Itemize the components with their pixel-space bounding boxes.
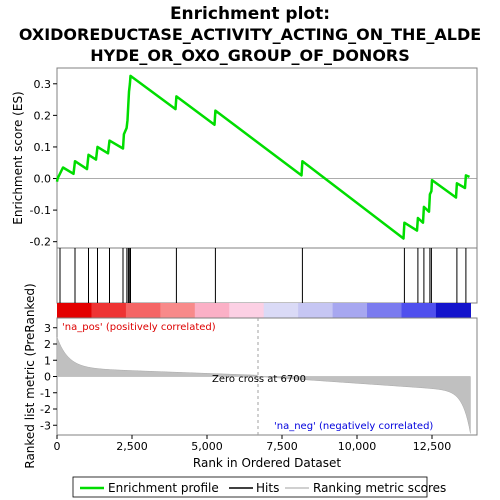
- chart-title-line1: Enrichment plot:: [170, 4, 330, 24]
- colour-bar-segment: [298, 303, 334, 318]
- rank-y-tick-label: -1: [40, 387, 51, 400]
- colour-bar-segment: [57, 303, 93, 318]
- es-y-tick-label: 0.1: [34, 141, 52, 154]
- es-y-tick-label: 0.2: [34, 109, 52, 122]
- colour-bar-segment: [229, 303, 265, 318]
- es-y-tick-label: -0.1: [30, 204, 51, 217]
- legend-ranking-label: Ranking metric scores: [313, 481, 446, 495]
- x-tick-label: 12,500: [413, 440, 452, 453]
- positive-correlation-label: 'na_pos' (positively correlated): [62, 322, 216, 333]
- legend-enrichment-label: Enrichment profile: [108, 481, 219, 495]
- rank-y-tick-label: -3: [40, 419, 51, 432]
- x-tick-label: 5,000: [191, 440, 223, 453]
- es-y-axis-label: Enrichment score (ES): [11, 91, 25, 224]
- x-axis-ticks: 0 2,500 5,000 7,500 10,000 12,500: [54, 435, 452, 453]
- legend-box: [72, 476, 428, 498]
- rank-y-axis-label: Ranked list metric (PreRanked): [23, 283, 37, 468]
- enrichment-profile-line: [55, 74, 470, 240]
- rank-colour-bar: [57, 303, 471, 318]
- colour-bar-segment: [263, 303, 299, 318]
- x-tick-label: 0: [54, 440, 61, 453]
- colour-bar-segment: [125, 303, 161, 318]
- rank-y-tick-label: 1: [44, 354, 51, 367]
- es-y-tick-label: -0.2: [30, 236, 51, 249]
- colour-bar-segment: [367, 303, 403, 318]
- colour-bar-segment: [91, 303, 127, 318]
- colour-bar-segment: [401, 303, 437, 318]
- rank-y-tick-label: -2: [40, 403, 51, 416]
- es-y-ticks: 0.3 0.2 0.1 0.0 -0.1 -0.2: [30, 78, 57, 249]
- x-tick-label: 7,500: [266, 440, 298, 453]
- x-tick-label: 10,000: [338, 440, 377, 453]
- hits-panel-frame: [56, 247, 478, 304]
- chart-title-line3: HYDE_OR_OXO_GROUP_OF_DONORS: [90, 46, 410, 65]
- rank-y-tick-label: 3: [44, 322, 51, 335]
- legend-hits-label: Hits: [256, 481, 279, 495]
- ranking-metric-area: [56, 336, 471, 434]
- x-axis-label: Rank in Ordered Dataset: [193, 456, 341, 470]
- chart-title-line2: OXIDOREDUCTASE_ACTIVITY_ACTING_ON_THE_AL…: [19, 25, 481, 44]
- colour-bar-segment: [160, 303, 196, 318]
- es-y-tick-label: 0.3: [34, 78, 52, 91]
- negative-correlation-label: 'na_neg' (negatively correlated): [274, 421, 433, 432]
- es-panel-frame: [56, 67, 478, 249]
- x-tick-label: 2,500: [116, 440, 148, 453]
- rank-y-ticks: 3 2 1 0 -1 -2 -3: [40, 322, 57, 432]
- rank-y-tick-label: 2: [44, 338, 51, 351]
- colour-bar-segment: [435, 303, 471, 318]
- colour-bar-segment: [194, 303, 230, 318]
- zero-cross-label: Zero cross at 6700: [212, 374, 306, 385]
- es-y-tick-label: 0.0: [34, 173, 52, 186]
- hit-marks: [59, 248, 467, 303]
- rank-y-tick-label: 0: [44, 371, 51, 384]
- colour-bar-segment: [332, 303, 368, 318]
